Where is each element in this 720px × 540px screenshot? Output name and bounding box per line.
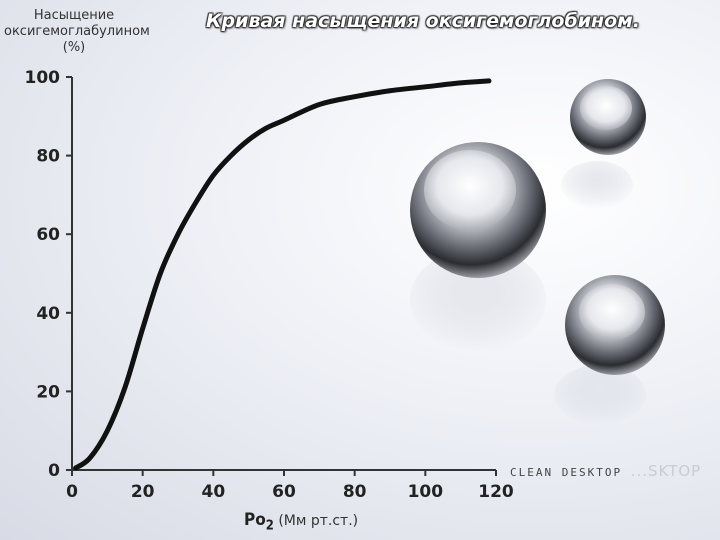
chart-axes — [71, 77, 496, 471]
sphere-large — [410, 142, 546, 352]
x-tick-label: 80 — [343, 482, 367, 502]
y-tick-label: 100 — [25, 68, 61, 88]
x-ticks: 0 20 40 60 80 100 120 — [66, 470, 514, 502]
y-tick-label: 60 — [36, 225, 60, 245]
saturation-curve — [73, 78, 492, 471]
x-axis-unit: (Мм рт.ст.) — [278, 513, 359, 529]
x-axis-symbol: Po2 — [244, 510, 274, 534]
x-axis-label: Po2 (Мм рт.ст.) — [244, 510, 358, 533]
y-tick-label: 20 — [36, 382, 60, 402]
x-axis-symbol-subscript: 2 — [265, 518, 274, 534]
watermark-text: CLEAN DESKTOP — [510, 466, 623, 479]
x-tick-label: 120 — [478, 482, 514, 502]
x-tick-label: 100 — [408, 482, 444, 502]
x-axis-symbol-text: Po — [244, 510, 266, 530]
y-tick-label: 80 — [36, 147, 60, 167]
y-axis-label-line-3: (%) — [62, 40, 86, 55]
watermark-ghost-text: ...SKTOP — [630, 462, 702, 480]
x-tick-label: 60 — [272, 482, 296, 502]
x-tick-label: 20 — [131, 482, 155, 502]
y-tick-label: 40 — [36, 304, 60, 324]
y-axis-label-line-2: оксигемоглабулином — [4, 24, 150, 39]
slide-title: Кривая насыщения оксигемоглобином. — [206, 10, 640, 32]
sphere-small-bottom — [554, 275, 665, 425]
y-tick-label: 0 — [48, 461, 60, 481]
x-tick-label: 0 — [66, 482, 78, 502]
y-axis-label-line-1: Насыщение — [33, 8, 115, 23]
sphere-small-top — [561, 79, 646, 209]
y-ticks: 0 20 40 60 80 100 — [25, 68, 72, 481]
y-axis-label: Насыщение оксигемоглабулином (%) — [4, 8, 150, 56]
x-tick-label: 40 — [201, 482, 225, 502]
watermark: CLEAN DESKTOP ...SKTOP — [510, 462, 701, 480]
